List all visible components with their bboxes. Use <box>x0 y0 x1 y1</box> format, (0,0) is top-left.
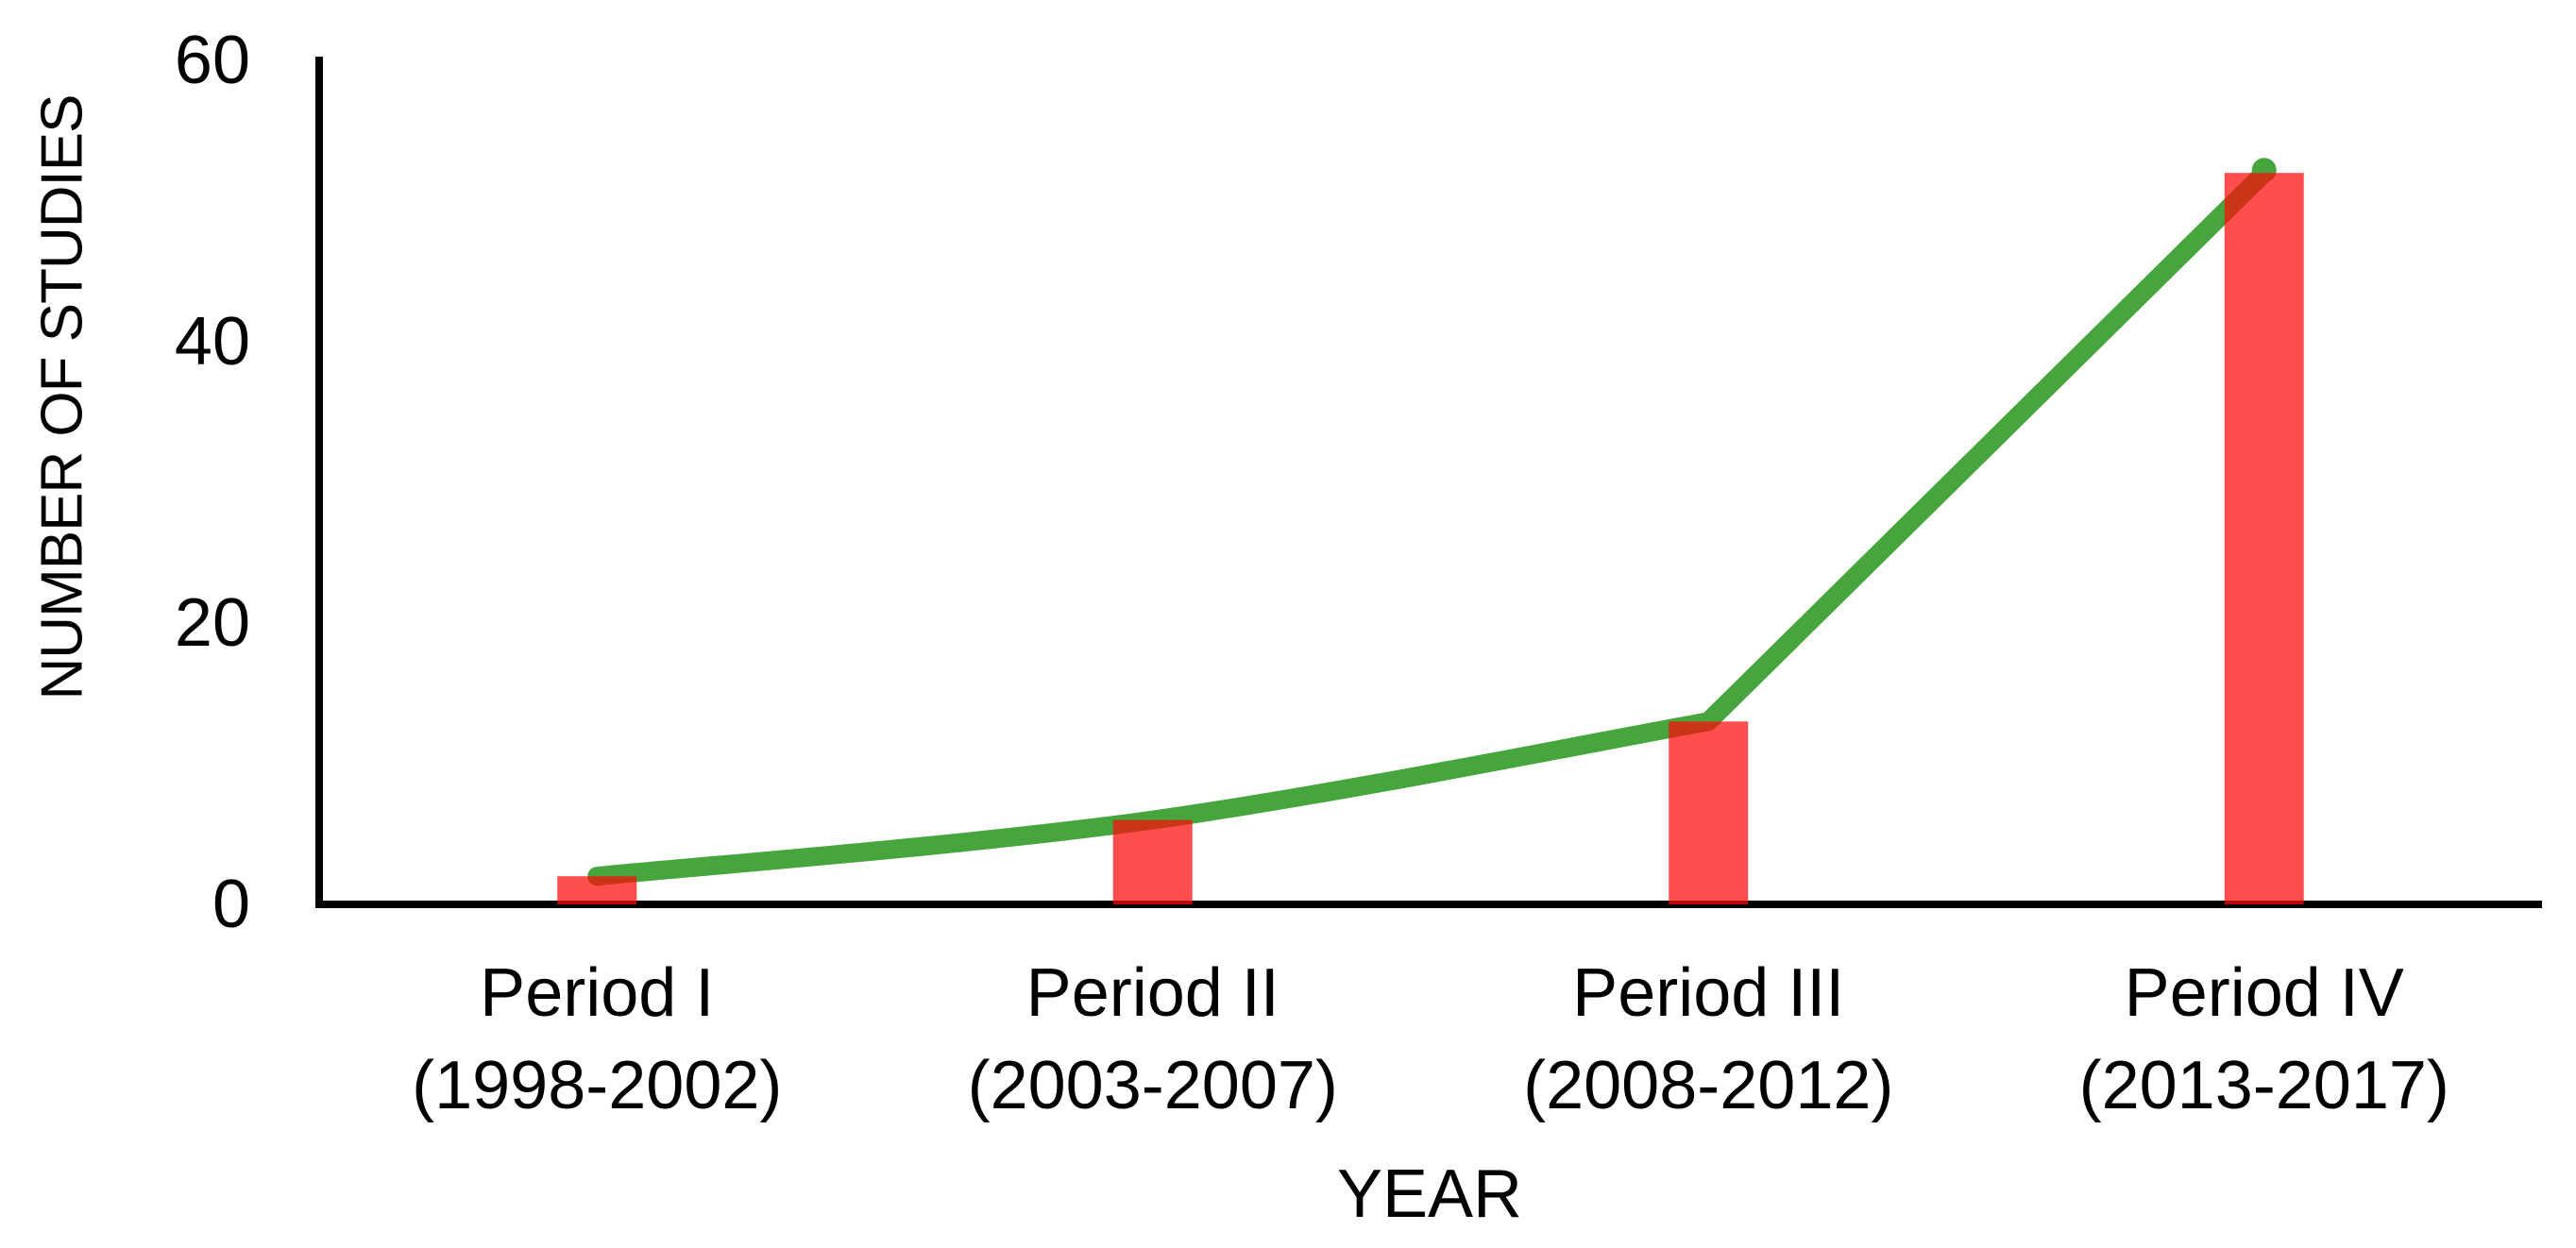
y-tick-label-60: 60 <box>174 23 250 98</box>
x-axis-title: YEAR <box>1336 1156 1523 1232</box>
category-label-3: Period III (2008-2012) <box>1431 947 1986 1132</box>
category-period-text: Period III <box>1572 955 1845 1031</box>
trend-line <box>587 163 2274 886</box>
category-label-1: Period I (1998-2002) <box>319 947 874 1132</box>
y-tick-label-20: 20 <box>174 585 250 661</box>
category-period-text: Period I <box>480 955 715 1031</box>
y-tick-label-0: 0 <box>212 867 250 942</box>
category-years-text: (2003-2007) <box>967 1048 1338 1123</box>
bar-period-iv <box>2224 173 2304 904</box>
category-label-4: Period IV (2013-2017) <box>1987 947 2542 1132</box>
bar-period-iii <box>1669 721 1749 904</box>
category-years-text: (2008-2012) <box>1523 1048 1894 1123</box>
bar-period-i <box>557 876 637 904</box>
bar-period-ii <box>1112 819 1193 904</box>
category-label-2: Period II (2003-2007) <box>875 947 1431 1132</box>
category-period-text: Period II <box>1025 955 1280 1031</box>
y-tick-label-40: 40 <box>174 304 250 379</box>
category-years-text: (1998-2002) <box>412 1048 783 1123</box>
category-period-text: Period IV <box>2124 955 2404 1031</box>
category-years-text: (2013-2017) <box>2078 1048 2449 1123</box>
